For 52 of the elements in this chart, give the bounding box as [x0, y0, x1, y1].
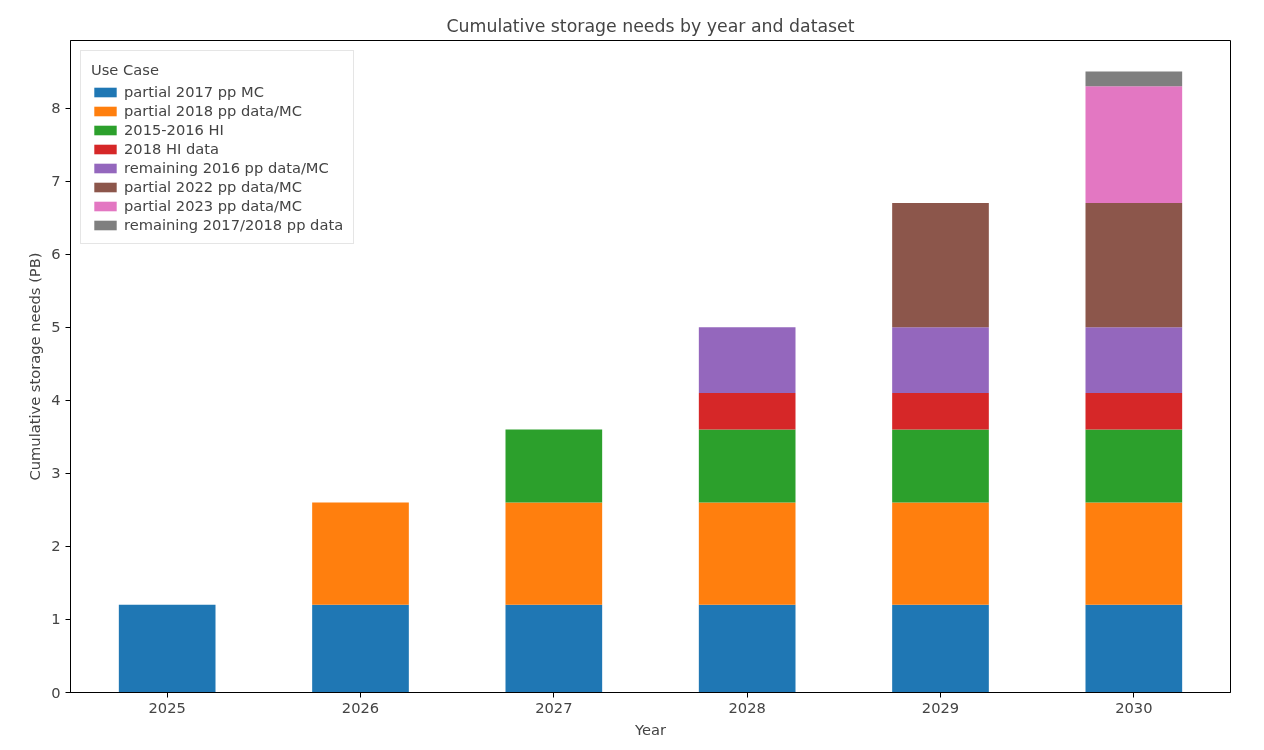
- bar: [1085, 327, 1183, 393]
- y-axis-title: Cumulative storage needs (PB): [26, 252, 44, 481]
- chart-title: Cumulative storage needs by year and dataset: [446, 15, 855, 36]
- legend-title: Use Case: [91, 61, 160, 78]
- legend-label: 2015-2016 HI: [124, 121, 224, 138]
- bar: [892, 392, 989, 430]
- bar: [892, 327, 989, 393]
- bar: [698, 604, 796, 693]
- bar: [1085, 392, 1183, 430]
- x-tick-label: 2028: [728, 698, 766, 716]
- bar: [698, 327, 796, 393]
- bar: [1085, 604, 1183, 693]
- bar: [892, 203, 989, 328]
- y-tick-label: 7: [51, 172, 61, 190]
- y-tick-label: 2: [51, 537, 61, 555]
- x-tick-label: 2030: [1115, 698, 1153, 716]
- bar: [505, 502, 603, 605]
- bar: [1085, 502, 1183, 605]
- bar: [312, 604, 409, 693]
- legend-label: partial 2017 pp MC: [124, 83, 264, 100]
- y-tick-label: 1: [51, 610, 61, 628]
- legend-label: partial 2022 pp data/MC: [124, 178, 302, 195]
- y-tick-label: 3: [51, 464, 61, 482]
- legend-label: remaining 2017/2018 pp data: [124, 216, 344, 233]
- bar: [892, 502, 989, 605]
- legend-label: 2018 HI data: [124, 140, 219, 157]
- bar: [698, 429, 796, 503]
- bar: [1085, 429, 1183, 503]
- bar: [1085, 71, 1183, 87]
- y-tick-label: 5: [51, 318, 61, 336]
- bar: [118, 604, 216, 693]
- x-tick-label: 2027: [535, 698, 573, 716]
- bar: [505, 429, 603, 503]
- x-tick-label: 2025: [148, 698, 186, 716]
- legend-label: partial 2018 pp data/MC: [124, 102, 302, 119]
- y-tick-label: 6: [51, 245, 61, 263]
- bar: [698, 502, 796, 605]
- legend-label: partial 2023 pp data/MC: [124, 197, 302, 214]
- y-tick-label: 4: [51, 391, 61, 409]
- bar: [698, 392, 796, 430]
- y-tick-label: 8: [51, 99, 61, 117]
- bar: [892, 429, 989, 503]
- y-tick-label: 0: [51, 683, 61, 701]
- bar: [1085, 203, 1183, 328]
- x-tick-label: 2029: [921, 698, 960, 716]
- bar: [1085, 86, 1183, 204]
- x-axis-title: Year: [633, 720, 667, 738]
- bar: [505, 604, 603, 693]
- legend-label: remaining 2016 pp data/MC: [124, 159, 329, 176]
- x-tick-label: 2026: [341, 698, 380, 716]
- bar: [892, 604, 989, 693]
- bar: [312, 502, 409, 605]
